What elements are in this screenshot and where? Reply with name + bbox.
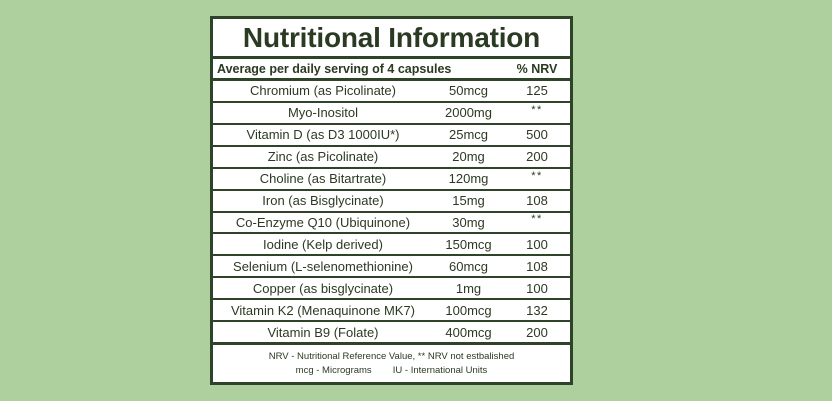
table-row: Vitamin B9 (Folate) 400mcg 200 bbox=[213, 322, 570, 345]
nutrient-name: Copper (as bisglycinate) bbox=[252, 280, 394, 296]
nutrient-nrv: 132 bbox=[526, 302, 548, 318]
table-row: Co-Enzyme Q10 (Ubiquinone) 30mg ** bbox=[213, 213, 570, 235]
table-row: Zinc (as Picolinate) 20mg 200 bbox=[213, 147, 570, 169]
nutrient-name: Vitamin D (as D3 1000IU*) bbox=[246, 127, 400, 143]
nutrient-rows: Chromium (as Picolinate) 50mcg 125 Myo-Inos… bbox=[213, 81, 570, 345]
header-serving-label: Average per daily serving of 4 capsules bbox=[217, 61, 452, 76]
nutrient-amount: 20mg bbox=[452, 149, 485, 165]
label-footnote: NRV - Nutritional Reference Value, ** NR… bbox=[213, 344, 570, 382]
nutrient-amount: 60mcg bbox=[448, 258, 489, 274]
nutrient-amount: 30mg bbox=[452, 214, 485, 230]
nutrient-nrv: 100 bbox=[526, 236, 548, 252]
table-row: Copper (as bisglycinate) 1mg 100 bbox=[213, 278, 570, 301]
table-row: Iron (as Bisglycinate) 15mg 108 bbox=[213, 191, 570, 213]
nutrient-amount: 100mcg bbox=[445, 302, 492, 318]
nutrient-name: Chromium (as Picolinate) bbox=[250, 83, 396, 99]
nutrient-amount: 150mcg bbox=[445, 236, 492, 252]
table-row: Iodine (Kelp derived) 150mcg 100 bbox=[213, 234, 570, 257]
footnote-line-2: mcg - Micrograms IU - International Unit… bbox=[295, 364, 488, 376]
table-header-row: Average per daily serving of 4 capsules … bbox=[213, 59, 570, 81]
nutrient-name: Choline (as Bitartrate) bbox=[259, 171, 387, 187]
nutrient-name: Selenium (L-selenomethionine) bbox=[233, 258, 413, 274]
label-title: Nutritional Information bbox=[242, 21, 541, 53]
table-row: Selenium (L-selenomethionine) 60mcg 108 bbox=[213, 256, 570, 279]
table-row: Vitamin D (as D3 1000IU*) 25mcg 500 bbox=[213, 125, 570, 147]
footnote-line-1: NRV - Nutritional Reference Value, ** NR… bbox=[268, 350, 515, 362]
header-nrv-label: % NRV bbox=[516, 61, 558, 76]
nutrient-amount: 1mg bbox=[455, 280, 482, 296]
nutrient-nrv: 500 bbox=[526, 127, 548, 143]
nutrient-nrv: 108 bbox=[526, 193, 548, 209]
nutrient-name: Myo-Inositol bbox=[287, 105, 359, 121]
nutrient-nrv: ** bbox=[531, 169, 543, 182]
nutrient-nrv: ** bbox=[531, 213, 543, 226]
table-row: Vitamin K2 (Menaquinone MK7) 100mcg 132 bbox=[213, 300, 570, 323]
nutrient-nrv: 100 bbox=[526, 280, 548, 296]
nutrient-nrv: 108 bbox=[526, 258, 548, 274]
nutrient-amount: 15mg bbox=[452, 193, 485, 209]
nutrient-nrv: ** bbox=[531, 103, 543, 116]
nutrient-nrv: 200 bbox=[526, 149, 548, 165]
nutrient-nrv: 125 bbox=[526, 83, 548, 99]
label-title-row: Nutritional Information bbox=[213, 19, 570, 59]
nutrient-amount: 2000mg bbox=[445, 105, 492, 121]
nutrient-name: Co-Enzyme Q10 (Ubiquinone) bbox=[235, 214, 411, 230]
table-row: Choline (as Bitartrate) 120mg ** bbox=[213, 169, 570, 191]
table-row: Chromium (as Picolinate) 50mcg 125 bbox=[213, 81, 570, 103]
nutrient-name: Iron (as Bisglycinate) bbox=[262, 193, 384, 209]
table-row: Myo-Inositol 2000mg ** bbox=[213, 103, 570, 125]
nutrient-amount: 120mg bbox=[448, 171, 489, 187]
nutritional-information-label: Nutritional Information Average per dail… bbox=[210, 16, 573, 385]
nutrient-nrv: 200 bbox=[526, 324, 548, 340]
nutrient-name: Iodine (Kelp derived) bbox=[263, 236, 383, 252]
nutrient-name: Zinc (as Picolinate) bbox=[267, 149, 379, 165]
nutrient-name: Vitamin K2 (Menaquinone MK7) bbox=[230, 302, 416, 318]
nutrient-name: Vitamin B9 (Folate) bbox=[267, 324, 379, 340]
nutrient-amount: 50mcg bbox=[448, 83, 489, 99]
nutrient-amount: 25mcg bbox=[448, 127, 489, 143]
nutrient-amount: 400mcg bbox=[445, 324, 492, 340]
